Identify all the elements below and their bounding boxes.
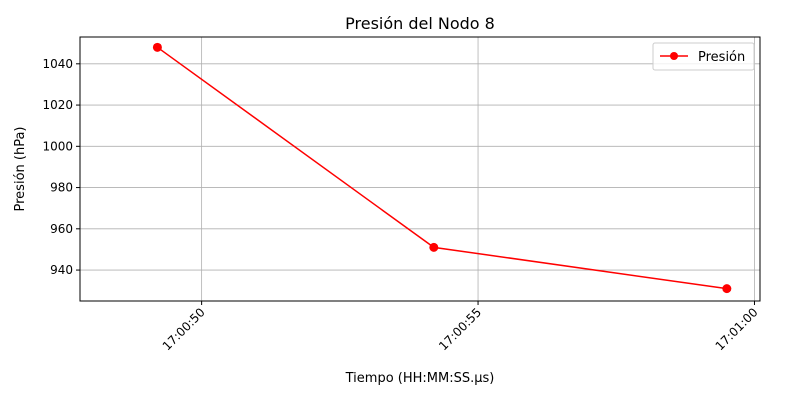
x-tick-label: 17:00:55: [436, 305, 484, 353]
legend-box: [652, 42, 755, 71]
series-layer: [152, 42, 732, 294]
series-line: [156, 46, 727, 290]
x-axis-label: Tiempo (HH:MM:SS.µs): [345, 371, 495, 386]
data-point: [152, 42, 162, 52]
data-point: [722, 284, 732, 294]
y-tick-label: 960: [50, 222, 73, 236]
data-point: [429, 242, 439, 252]
legend-marker-swatch: [670, 52, 678, 60]
y-tick-label: 940: [50, 263, 73, 277]
chart-title: Presión del Nodo 8: [345, 14, 495, 33]
x-tick-label: 17:01:00: [713, 305, 761, 353]
y-tick-label: 980: [50, 181, 73, 195]
y-tick-label: 1000: [42, 139, 73, 153]
y-tick-label: 1020: [42, 98, 73, 112]
y-axis-label: Presión (hPa): [13, 127, 28, 212]
y-tick-label: 1040: [42, 57, 73, 71]
tick-layer: 17:00:50 17:00:55 17:01:00 940 960 980 1000 102…: [42, 57, 760, 353]
legend: Presión: [652, 42, 755, 71]
legend-entry-presion: Presión: [698, 50, 745, 65]
x-tick-label: 17:00:50: [160, 305, 208, 353]
grid-layer: [80, 37, 760, 301]
plot-frame: [79, 36, 761, 302]
